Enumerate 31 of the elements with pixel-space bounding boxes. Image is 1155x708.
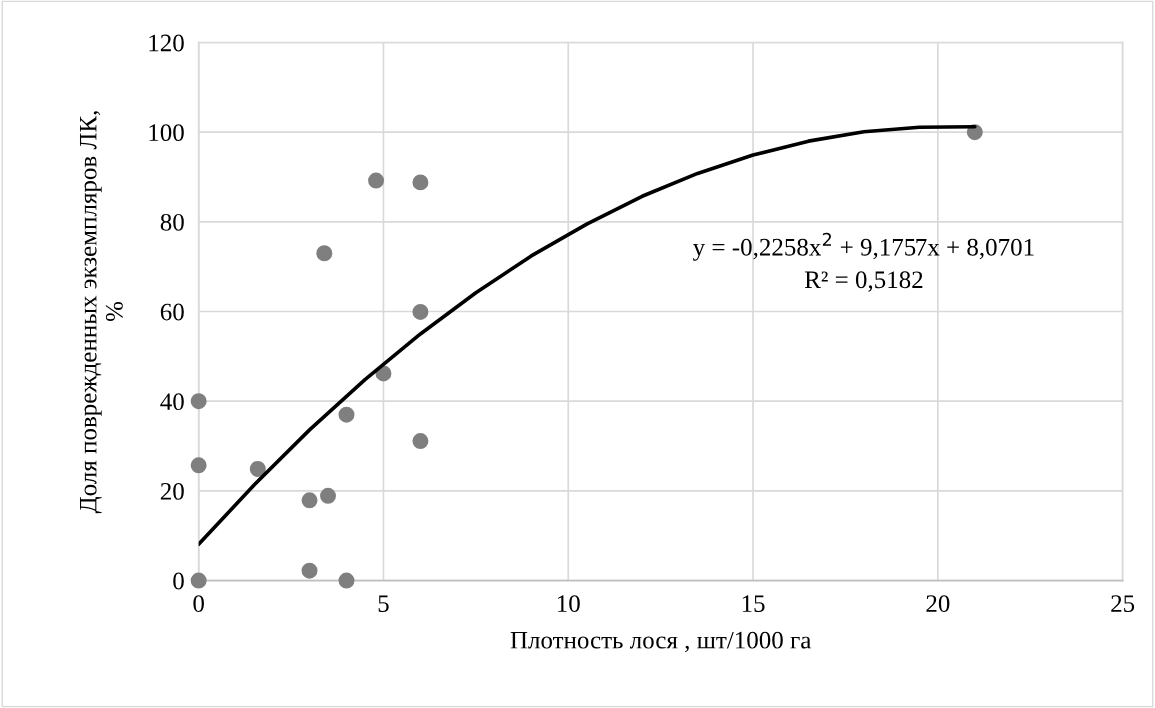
annotation: y = -0,2258x$^{2}$ + 9,1757x + 8,0701	[692, 232, 1034, 261]
y-axis-title: Доля поврежденных экземпляров ЛК, %	[79, 111, 123, 514]
x-tick-label: 15	[742, 595, 765, 613]
point	[412, 303, 429, 320]
point	[412, 433, 429, 450]
x-tick-label: 0	[193, 595, 204, 613]
point	[190, 572, 207, 589]
point	[368, 172, 385, 189]
x-tick-label: 20	[926, 595, 950, 613]
point	[338, 406, 355, 423]
point	[301, 562, 318, 579]
y-tick-label: 80	[160, 213, 184, 231]
point	[301, 492, 318, 509]
x-tick-label: 5	[378, 595, 389, 613]
x-axis-title: Плотность лося , шт/1000 га	[510, 631, 812, 653]
point	[190, 457, 207, 474]
x-tick-label: 25	[1111, 595, 1135, 613]
point	[249, 460, 266, 477]
y-tick-label: 120	[149, 34, 184, 52]
point	[320, 487, 336, 504]
point	[338, 572, 355, 589]
annotation: R² = 0,5182	[804, 271, 923, 292]
y-tick-label: 100	[149, 124, 184, 142]
y-tick-label: 20	[160, 482, 184, 500]
point	[412, 174, 429, 191]
x-tick-label: 10	[557, 595, 580, 613]
y-tick-label: 40	[160, 393, 184, 411]
y-tick-label: 60	[160, 303, 184, 321]
y-tick-label: 0	[173, 572, 184, 590]
point	[316, 245, 333, 262]
point	[190, 393, 207, 410]
